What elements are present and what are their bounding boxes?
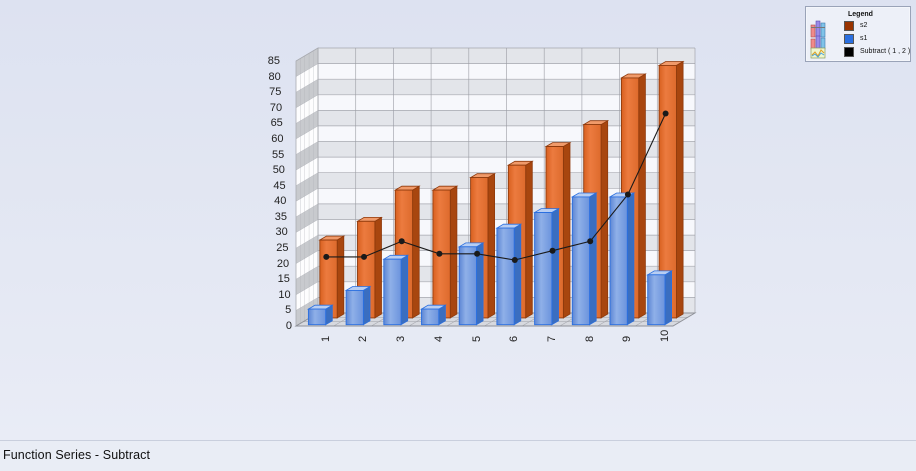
y-axis-tick-50: 50 bbox=[272, 164, 285, 177]
y-axis-tick-20: 20 bbox=[276, 257, 290, 270]
y-axis-tick-0: 0 bbox=[285, 320, 292, 332]
legend-swatch-subtract bbox=[844, 47, 854, 57]
x-axis-tick-5: 5 bbox=[470, 336, 483, 343]
x-axis-tick-4: 4 bbox=[432, 336, 445, 343]
y-axis-tick-10: 10 bbox=[278, 288, 291, 301]
y-axis-tick-35: 35 bbox=[274, 210, 288, 223]
y-axis-tick-85: 85 bbox=[267, 55, 280, 67]
y-axis-tick-65: 65 bbox=[270, 117, 283, 130]
x-axis-tick-2: 2 bbox=[357, 336, 370, 343]
y-axis-tick-40: 40 bbox=[274, 195, 287, 208]
legend-swatch-s1 bbox=[844, 34, 854, 44]
legend-swatch-s2 bbox=[844, 21, 854, 31]
legend-label-s2: s2 bbox=[860, 22, 868, 29]
y-axis-tick-70: 70 bbox=[269, 101, 283, 114]
x-axis-tick-10: 10 bbox=[659, 329, 672, 343]
y-axis-tick-25: 25 bbox=[276, 242, 289, 255]
y-axis-tick-60: 60 bbox=[271, 132, 284, 145]
legend-label-subtract: Subtract ( 1 , 2 ) bbox=[860, 48, 911, 55]
chart-legend[interactable]: Legend bbox=[805, 6, 911, 62]
x-axis-tick-8: 8 bbox=[583, 336, 596, 343]
legend-label-s1: s1 bbox=[860, 35, 868, 42]
x-axis-tick-6: 6 bbox=[508, 336, 521, 343]
y-axis-tick-30: 30 bbox=[275, 226, 288, 239]
chart-3d-plot bbox=[0, 0, 916, 440]
y-axis-tick-75: 75 bbox=[269, 86, 282, 99]
y-axis-tick-45: 45 bbox=[273, 179, 286, 192]
status-bar: Function Series - Subtract bbox=[0, 440, 916, 471]
status-bar-text: Function Series - Subtract bbox=[3, 448, 151, 462]
x-axis-tick-3: 3 bbox=[395, 336, 408, 343]
y-axis-tick-55: 55 bbox=[271, 148, 285, 161]
legend-series-icons bbox=[810, 19, 840, 59]
x-axis-tick-1: 1 bbox=[319, 336, 332, 343]
y-axis-tick-5: 5 bbox=[285, 304, 292, 317]
x-axis-tick-9: 9 bbox=[621, 336, 634, 343]
y-axis-tick-15: 15 bbox=[277, 273, 290, 286]
y-axis-tick-80: 80 bbox=[268, 70, 281, 83]
legend-title: Legend bbox=[848, 11, 873, 18]
x-axis-tick-7: 7 bbox=[545, 336, 558, 343]
